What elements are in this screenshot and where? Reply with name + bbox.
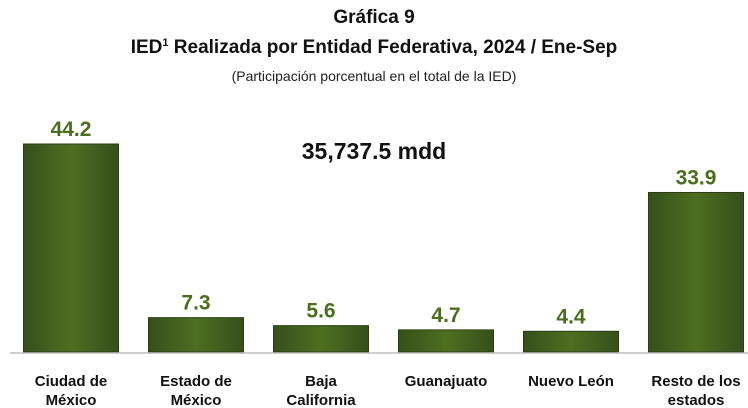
category-label-0: Ciudad de México bbox=[35, 373, 108, 408]
bar-0 bbox=[23, 143, 119, 353]
title-main: IED bbox=[130, 37, 163, 58]
category-label-line: Guanajuato bbox=[405, 373, 488, 390]
value-labels-group: 44.2 7.3 5.6 4.7 4.4 33.9 bbox=[51, 118, 717, 328]
value-label-0: 44.2 bbox=[51, 118, 92, 141]
value-label-3: 4.7 bbox=[431, 304, 460, 327]
bars-group bbox=[23, 143, 744, 353]
category-label-1: Estado de México bbox=[160, 373, 232, 408]
bar-2 bbox=[273, 325, 369, 353]
category-label-line: Ciudad de bbox=[35, 373, 108, 390]
category-label-5: Resto de los estados bbox=[651, 373, 740, 408]
category-labels-group: Ciudad de México Estado de México Baja Califo… bbox=[35, 373, 741, 408]
category-label-line: México bbox=[171, 392, 222, 408]
category-label-line: California bbox=[286, 392, 356, 408]
category-label-2: Baja California bbox=[286, 373, 356, 408]
chart-subtitle: (Participación porcentual en el total de… bbox=[231, 68, 517, 84]
total-annotation: 35,737.5 mdd bbox=[301, 138, 447, 164]
title-rest: Realizada por Entidad Federativa, 2024 /… bbox=[168, 37, 618, 58]
category-label-line: México bbox=[46, 392, 97, 408]
category-label-line: Nuevo León bbox=[528, 373, 614, 390]
category-label-line: estados bbox=[668, 392, 725, 408]
value-label-4: 4.4 bbox=[556, 305, 586, 328]
bar-5 bbox=[648, 191, 744, 353]
bar-4 bbox=[523, 330, 619, 353]
title-footnote-marker: 1 bbox=[162, 37, 169, 49]
category-label-line: Estado de bbox=[160, 373, 232, 390]
value-label-1: 7.3 bbox=[181, 292, 210, 315]
bar-1 bbox=[148, 317, 244, 353]
value-label-2: 5.6 bbox=[306, 300, 335, 323]
category-label-4: Nuevo León bbox=[528, 373, 614, 390]
value-label-5: 33.9 bbox=[676, 166, 717, 189]
category-label-line: Baja bbox=[305, 373, 337, 390]
category-label-line: Resto de los bbox=[651, 373, 740, 390]
category-label-3: Guanajuato bbox=[405, 373, 488, 390]
figure-label: Gráfica 9 bbox=[333, 7, 415, 28]
chart-title: IED1 Realizada por Entidad Federativa, 2… bbox=[0, 37, 748, 59]
bar-3 bbox=[398, 329, 494, 353]
